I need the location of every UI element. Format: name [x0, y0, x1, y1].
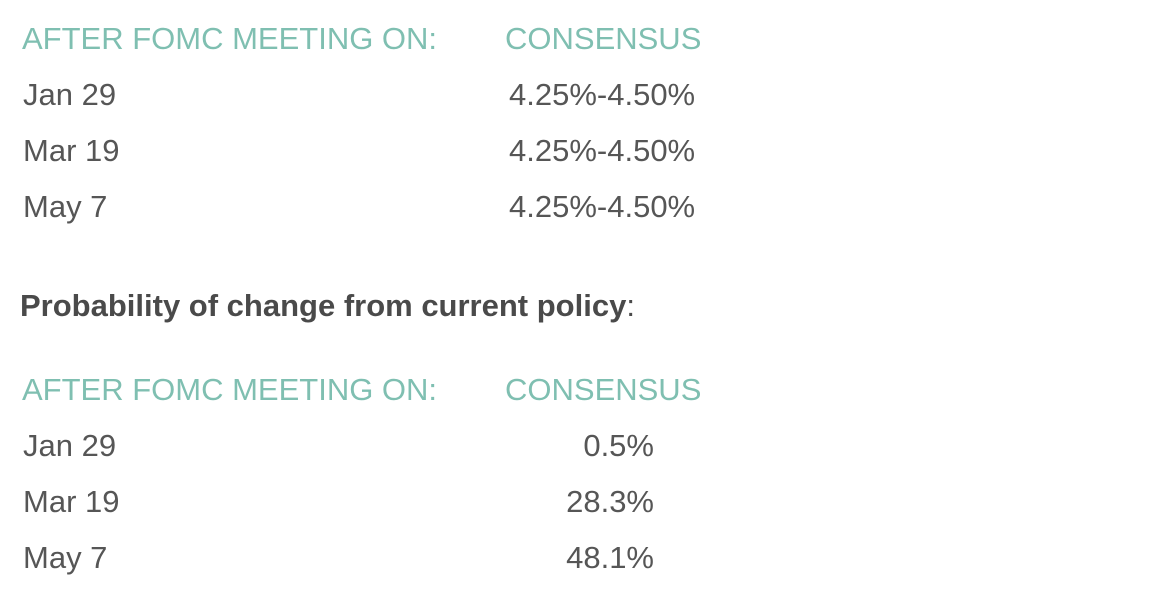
- probability-value-cell: 48.1%: [566, 540, 654, 575]
- probability-value-cell: 28.3%: [566, 484, 654, 519]
- meeting-date-cell: Jan 29: [23, 77, 117, 112]
- consensus-column-header: CONSENSUS: [505, 21, 702, 56]
- probability-heading-text: Probability of change from current polic…: [20, 288, 627, 323]
- meeting-date-cell: Mar 19: [23, 484, 120, 519]
- meeting-date-cell: Mar 19: [23, 133, 120, 168]
- probability-heading-colon: :: [626, 288, 635, 323]
- consensus-column-header: CONSENSUS: [505, 372, 702, 407]
- consensus-value-cell: 4.25%-4.50%: [509, 189, 696, 224]
- probability-heading: Probability of change from current polic…: [20, 288, 635, 324]
- consensus-value-cell: 4.25%-4.50%: [509, 133, 696, 168]
- meeting-date-cell: May 7: [23, 540, 108, 575]
- meeting-date-cell: May 7: [23, 189, 108, 224]
- consensus-value-cell: 4.25%-4.50%: [509, 77, 696, 112]
- meeting-date-cell: Jan 29: [23, 428, 117, 463]
- meeting-date-column-header: AFTER FOMC MEETING ON:: [22, 21, 438, 56]
- probability-value-cell: 0.5%: [583, 428, 654, 463]
- meeting-date-column-header: AFTER FOMC MEETING ON:: [22, 372, 438, 407]
